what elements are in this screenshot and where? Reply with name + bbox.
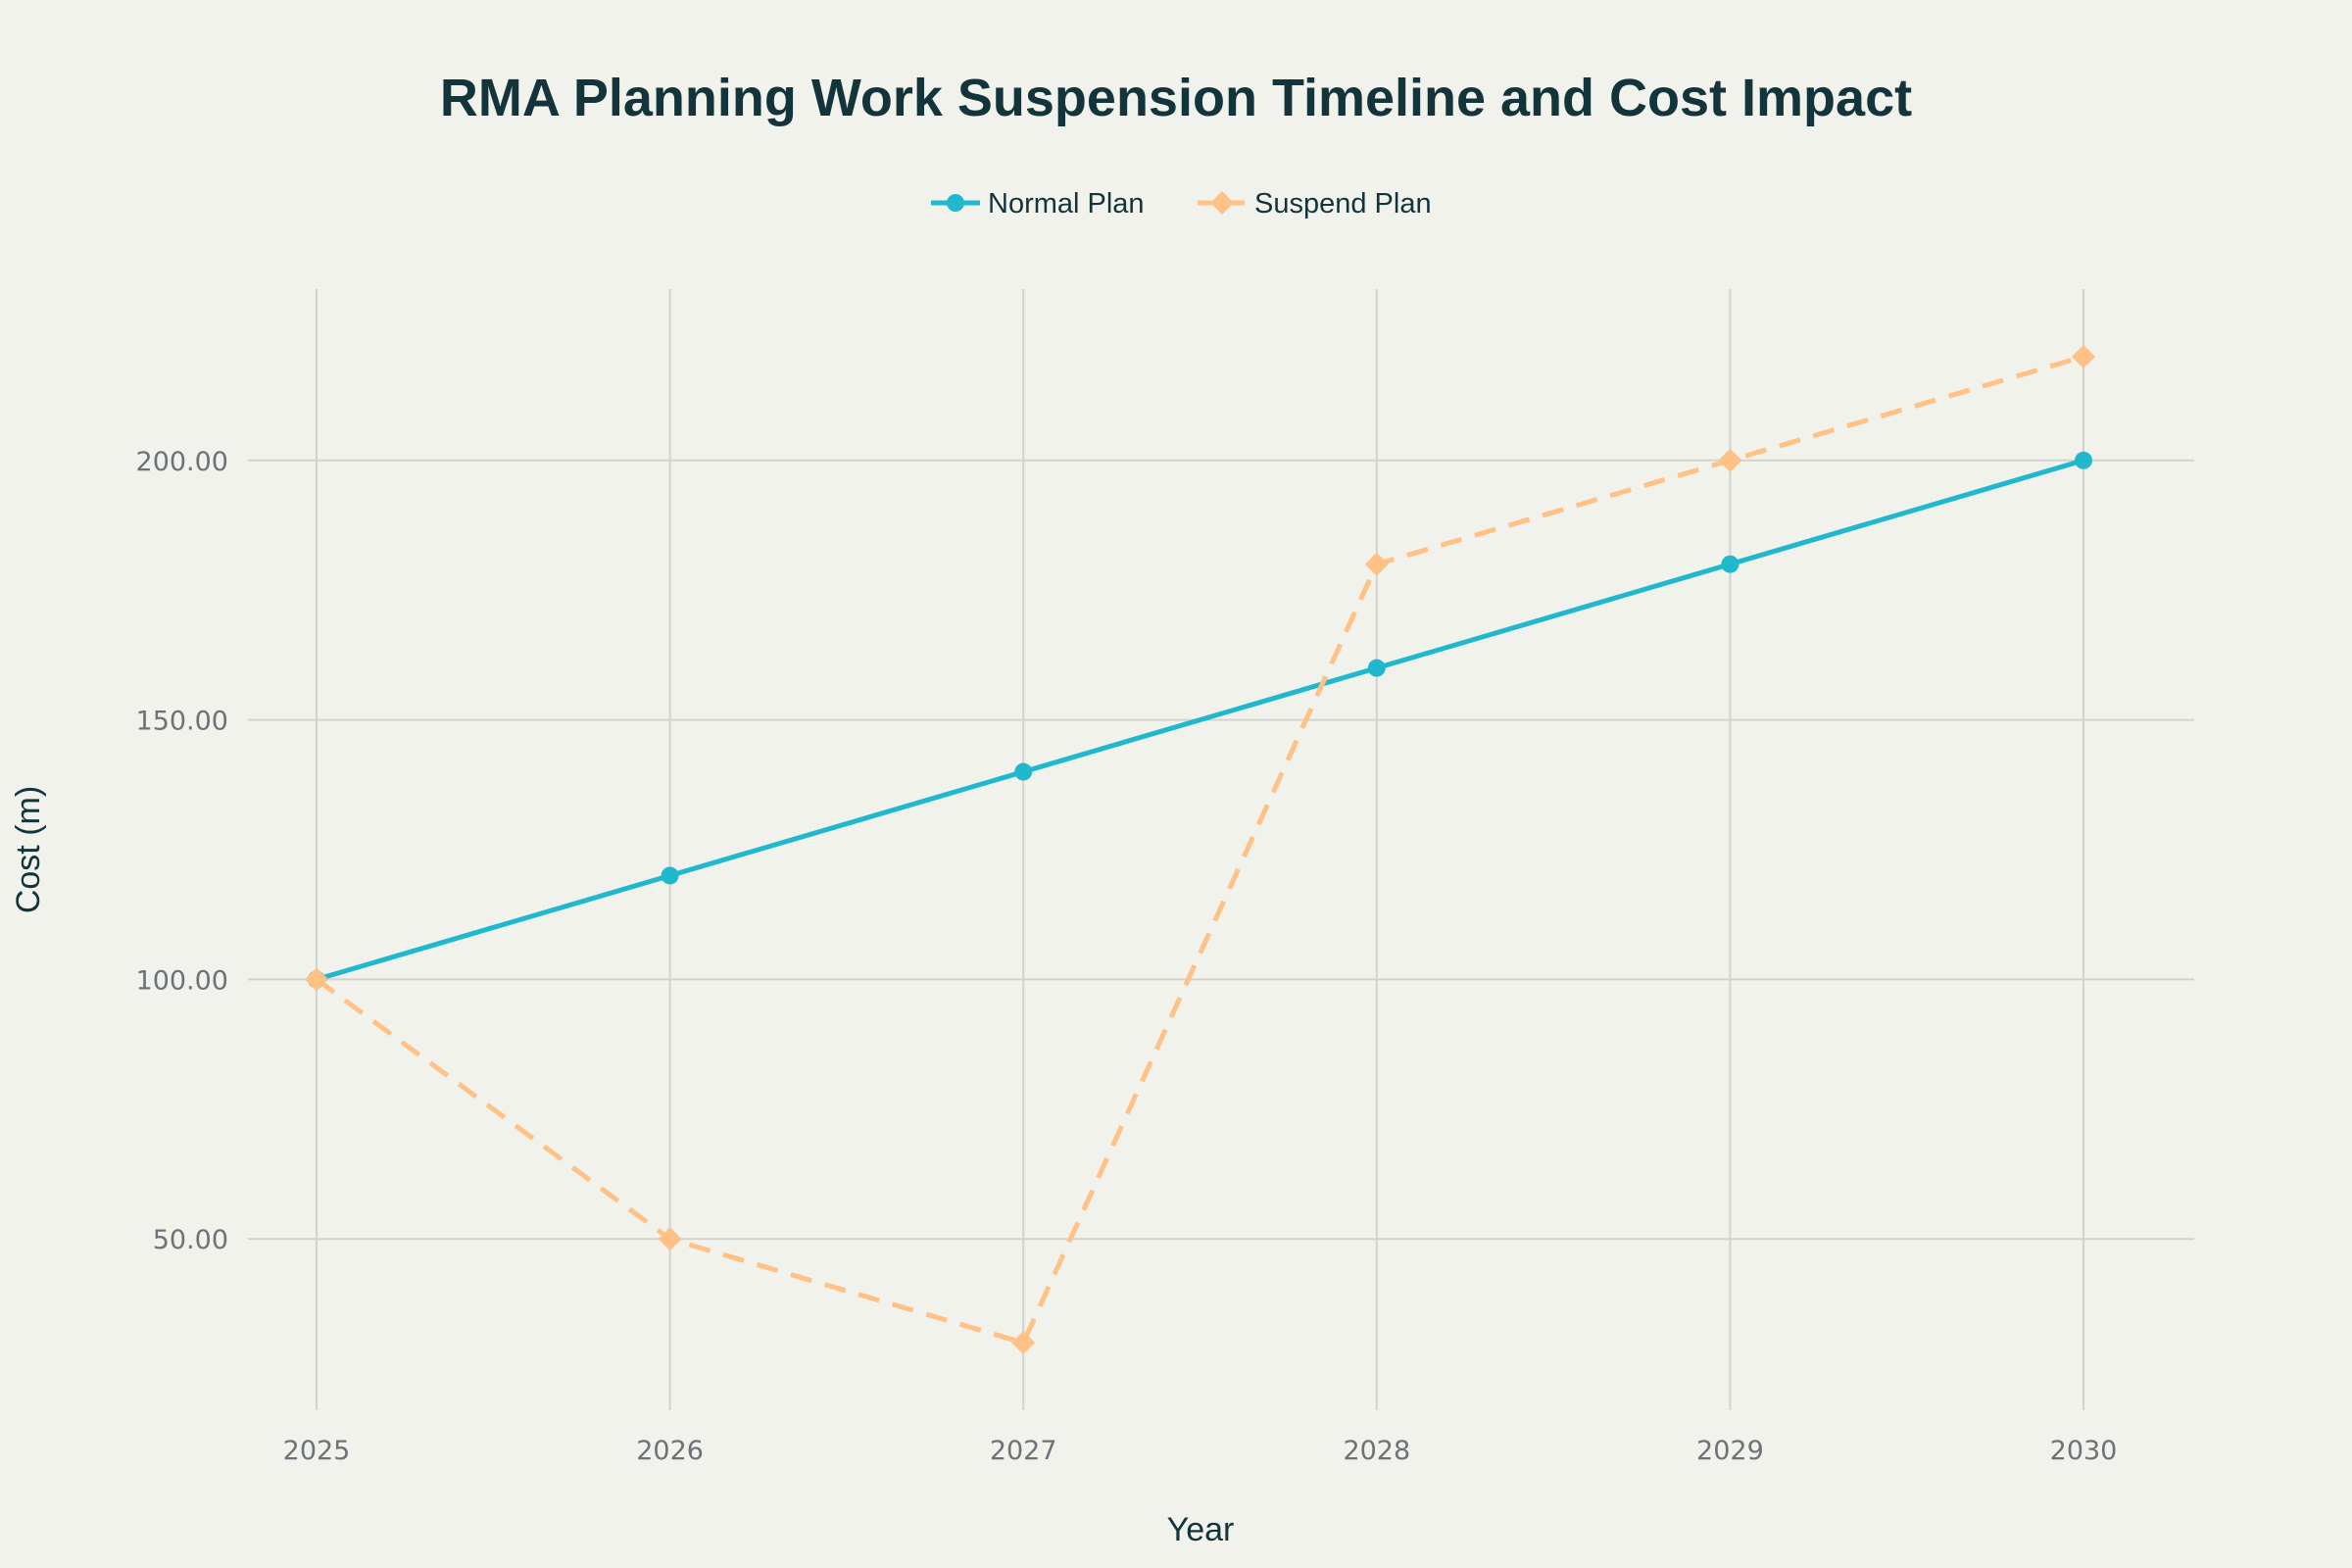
- x-axis-title: Year: [1167, 1511, 1235, 1548]
- x-tick-label: 2026: [636, 1436, 704, 1466]
- legend: Normal Plan Suspend Plan: [931, 188, 1432, 220]
- y-tick-label: 50.00: [153, 1225, 228, 1255]
- chart-title: RMA Planning Work Suspension Timeline an…: [440, 69, 1912, 127]
- data-point: [658, 1227, 682, 1251]
- series-line: [316, 458, 2084, 982]
- legend-item: Suspend Plan: [1198, 188, 1432, 220]
- x-tick-label: 2025: [283, 1436, 351, 1466]
- grid: [248, 289, 2194, 1410]
- x-tick-label: 2028: [1343, 1436, 1410, 1466]
- y-tick-label: 150.00: [136, 707, 228, 737]
- x-tick-label: 2030: [2050, 1436, 2118, 1466]
- series-layer: [305, 344, 2095, 1355]
- series-line: [315, 354, 2084, 1346]
- data-point: [1718, 448, 1742, 472]
- data-point: [305, 967, 328, 992]
- data-point: [1014, 762, 1033, 781]
- legend-label: Suspend Plan: [1254, 188, 1432, 220]
- x-tick-label: 2029: [1696, 1436, 1764, 1466]
- data-point: [2075, 451, 2092, 469]
- series-suspend-plan: [305, 344, 2095, 1355]
- legend-label: Normal Plan: [988, 188, 1145, 220]
- data-point: [2072, 344, 2095, 368]
- y-tick-label: 100.00: [136, 965, 228, 996]
- data-point: [1011, 1331, 1036, 1355]
- y-tick-label: 200.00: [136, 447, 228, 477]
- tick-labels: 2025 2026 2027 2028 2029 2030 50.00 100.00 150.0…: [136, 447, 2118, 1466]
- x-tick-label: 2027: [990, 1436, 1057, 1466]
- y-axis-title: Cost (m): [10, 786, 47, 913]
- legend-item: Normal Plan: [931, 188, 1145, 220]
- legend-marker: [1210, 191, 1234, 215]
- data-point: [1364, 552, 1389, 576]
- data-point: [1367, 659, 1386, 677]
- data-point: [1721, 555, 1740, 573]
- data-point: [661, 866, 679, 885]
- legend-marker: [947, 194, 964, 212]
